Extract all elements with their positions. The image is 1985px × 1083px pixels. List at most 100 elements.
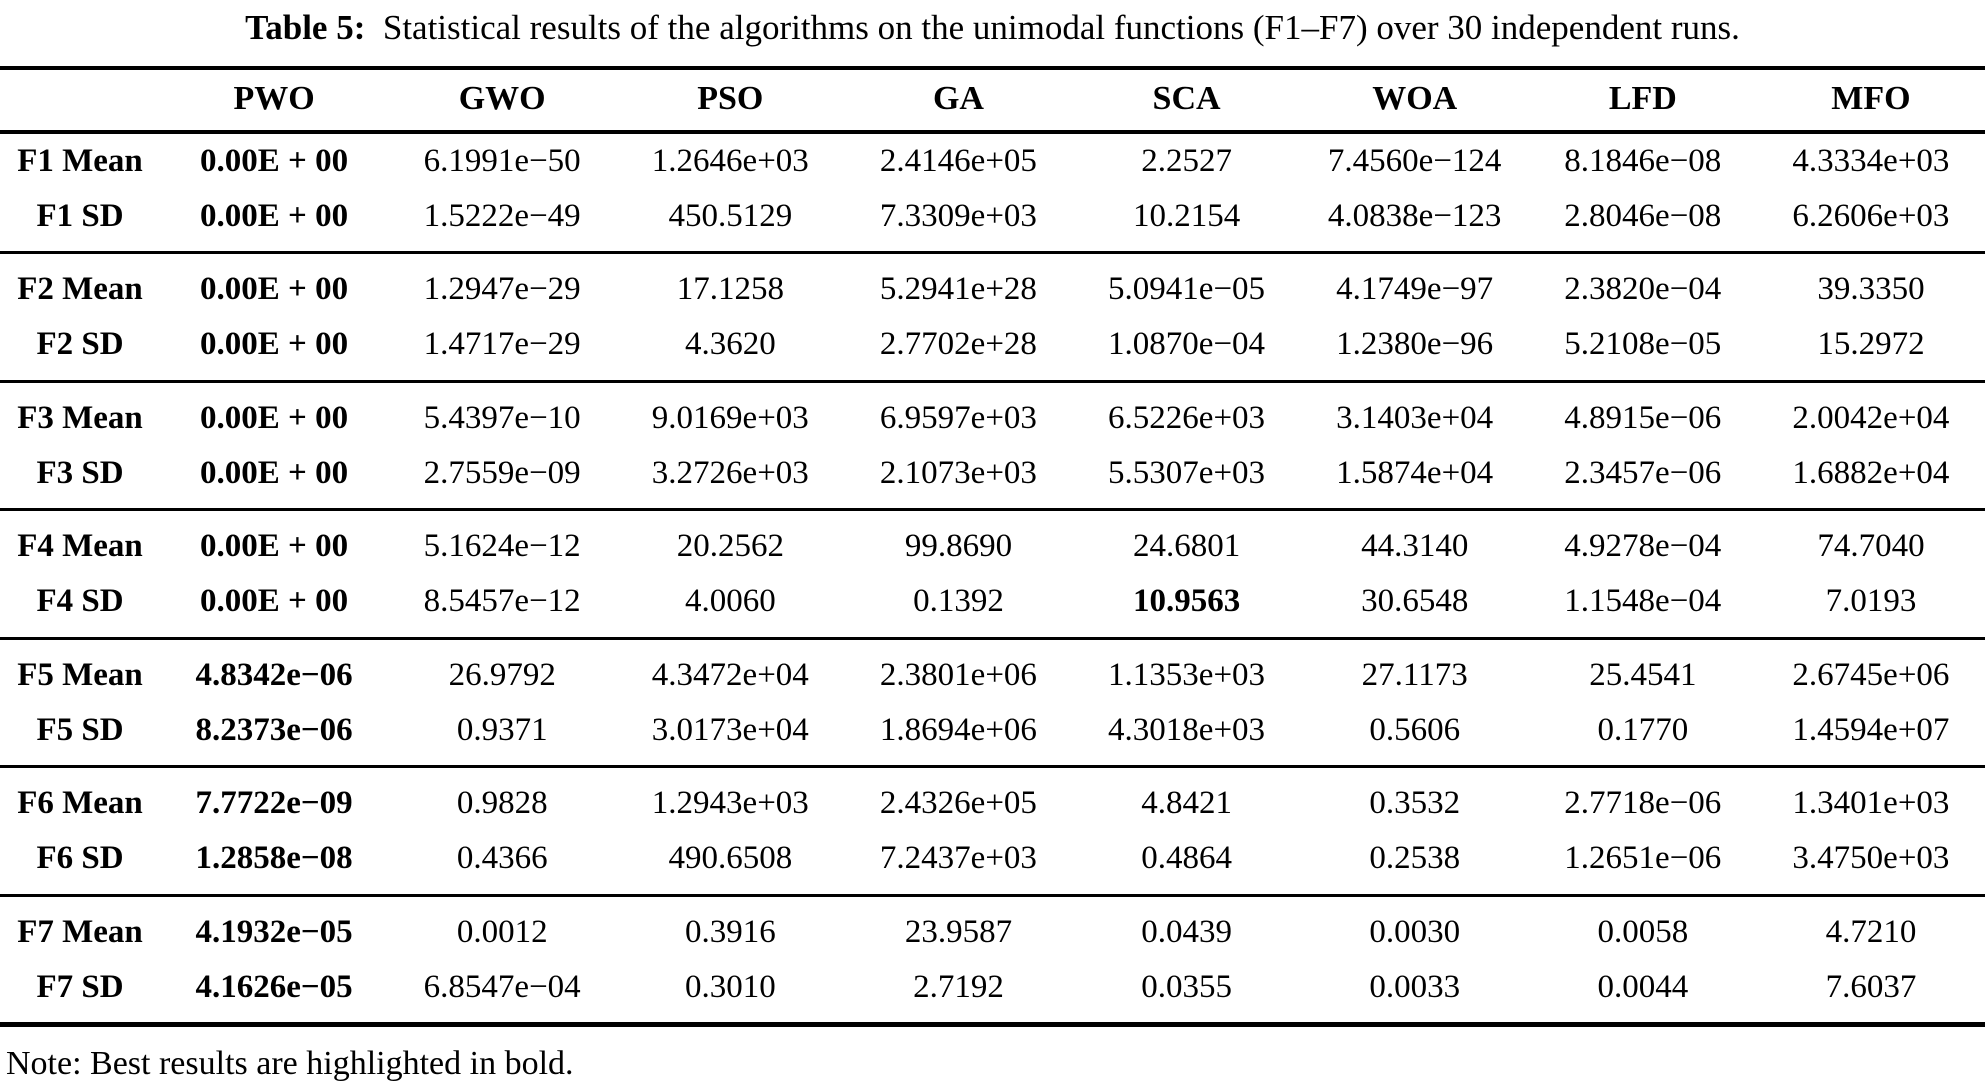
cell-pwo: 0.00E + 00 bbox=[160, 379, 389, 446]
row-label: F3 SD bbox=[36, 454, 124, 491]
cell-gwo: 0.9828 bbox=[388, 765, 617, 832]
cell-lfd: 1.1548e−04 bbox=[1564, 583, 1722, 620]
cell-pso: 450.5129 bbox=[668, 197, 793, 234]
cell-pso: 4.0060 bbox=[684, 583, 776, 620]
table-row: F4 SD 0.00E + 00 8.5457e−12 4.0060 0.139… bbox=[0, 574, 1985, 638]
cell-pso: 9.0169e+03 bbox=[616, 379, 845, 446]
cell-woa: 0.3532 bbox=[1300, 765, 1529, 832]
cell-pwo: 4.1932e−05 bbox=[160, 893, 389, 960]
cell-lfd: 0.0058 bbox=[1528, 893, 1757, 960]
cell-lfd: 2.3820e−04 bbox=[1528, 251, 1757, 318]
cell-woa: 7.4560e−124 bbox=[1327, 142, 1502, 179]
cell-ga: 0.1392 bbox=[913, 583, 1004, 620]
cell-ga: 6.9597e+03 bbox=[844, 379, 1073, 446]
cell-pso: 20.2562 bbox=[616, 508, 845, 575]
cell-ga: 2.4326e+05 bbox=[844, 765, 1073, 832]
cell-ga: 2.7192 bbox=[913, 968, 1004, 1005]
cell-ga: 1.8694e+06 bbox=[879, 711, 1037, 748]
cell-mfo: 4.7210 bbox=[1756, 893, 1985, 960]
table-caption-label: Table 5: bbox=[245, 8, 366, 47]
cell-pwo: 7.7722e−09 bbox=[160, 765, 389, 832]
cell-lfd: 0.1770 bbox=[1597, 711, 1689, 748]
table-row: F2 SD 0.00E + 00 1.4717e−29 4.3620 2.770… bbox=[0, 317, 1985, 381]
table-caption: Table 5: Statistical results of the algo… bbox=[0, 4, 1985, 66]
row-label: F5 SD bbox=[36, 711, 124, 748]
cell-pso: 1.2943e+03 bbox=[616, 765, 845, 832]
table-caption-text: Statistical results of the algorithms on… bbox=[382, 8, 1740, 47]
row-label: F6 Mean bbox=[0, 765, 160, 832]
cell-woa: 1.2380e−96 bbox=[1336, 326, 1494, 363]
row-label: F2 SD bbox=[36, 326, 124, 363]
results-table: PWO GWO PSO GA SCA WOA LFD MFO F1 Mean 0… bbox=[0, 65, 1985, 1028]
column-header-lfd: LFD bbox=[1528, 67, 1757, 134]
cell-woa: 1.5874e+04 bbox=[1336, 454, 1494, 491]
cell-lfd: 0.0044 bbox=[1597, 968, 1689, 1005]
cell-woa: 0.0030 bbox=[1300, 893, 1529, 960]
cell-lfd: 4.9278e−04 bbox=[1528, 508, 1757, 575]
cell-lfd: 25.4541 bbox=[1528, 636, 1757, 703]
cell-mfo: 1.4594e+07 bbox=[1792, 711, 1950, 748]
table-row: F5 SD 8.2373e−06 0.9371 3.0173e+04 1.869… bbox=[0, 703, 1985, 767]
cell-lfd: 5.2108e−05 bbox=[1564, 326, 1722, 363]
cell-sca: 0.4864 bbox=[1141, 840, 1232, 877]
row-label: F1 Mean bbox=[17, 142, 143, 179]
row-label: F7 SD bbox=[36, 968, 124, 1005]
cell-sca: 0.0439 bbox=[1072, 893, 1301, 960]
cell-woa: 0.5606 bbox=[1369, 711, 1461, 748]
cell-mfo: 1.6882e+04 bbox=[1792, 454, 1950, 491]
cell-gwo: 0.0012 bbox=[388, 893, 617, 960]
cell-sca: 5.0941e−05 bbox=[1072, 251, 1301, 318]
cell-woa: 27.1173 bbox=[1300, 636, 1529, 703]
column-header-mfo: MFO bbox=[1756, 67, 1985, 134]
cell-mfo: 74.7040 bbox=[1756, 508, 1985, 575]
cell-pso: 17.1258 bbox=[616, 251, 845, 318]
column-header-pwo: PWO bbox=[160, 67, 389, 134]
cell-mfo: 15.2972 bbox=[1817, 326, 1925, 363]
table-row: F3 Mean 0.00E + 00 5.4397e−10 9.0169e+03… bbox=[0, 379, 1985, 446]
cell-mfo: 2.6745e+06 bbox=[1756, 636, 1985, 703]
row-label: F2 Mean bbox=[0, 251, 160, 318]
cell-mfo: 4.3334e+03 bbox=[1792, 142, 1950, 179]
cell-gwo: 0.9371 bbox=[456, 711, 548, 748]
row-label: F3 Mean bbox=[0, 379, 160, 446]
cell-sca: 2.2527 bbox=[1141, 142, 1232, 179]
table-row: F3 SD 0.00E + 00 2.7559e−09 3.2726e+03 2… bbox=[0, 446, 1985, 510]
cell-ga: 7.3309e+03 bbox=[879, 197, 1037, 234]
table-row: F6 SD 1.2858e−08 0.4366 490.6508 7.2437e… bbox=[0, 831, 1985, 895]
cell-pso: 1.2646e+03 bbox=[651, 142, 809, 179]
cell-woa: 4.0838e−123 bbox=[1327, 197, 1502, 234]
cell-woa: 0.0033 bbox=[1369, 968, 1461, 1005]
cell-pso: 4.3620 bbox=[684, 326, 776, 363]
row-label: F4 Mean bbox=[0, 508, 160, 575]
cell-pwo: 4.8342e−06 bbox=[160, 636, 389, 703]
cell-sca: 6.5226e+03 bbox=[1072, 379, 1301, 446]
cell-sca: 1.1353e+03 bbox=[1072, 636, 1301, 703]
cell-ga: 23.9587 bbox=[844, 893, 1073, 960]
cell-woa: 44.3140 bbox=[1300, 508, 1529, 575]
row-label: F7 Mean bbox=[0, 893, 160, 960]
cell-gwo: 8.5457e−12 bbox=[423, 583, 581, 620]
cell-gwo: 6.8547e−04 bbox=[423, 968, 581, 1005]
cell-lfd: 1.2651e−06 bbox=[1564, 840, 1722, 877]
column-header-ga: GA bbox=[844, 67, 1073, 134]
cell-lfd: 4.8915e−06 bbox=[1528, 379, 1757, 446]
cell-ga: 5.2941e+28 bbox=[844, 251, 1073, 318]
cell-pwo: 0.00E + 00 bbox=[160, 508, 389, 575]
column-header-sca: SCA bbox=[1072, 67, 1301, 134]
table-header: PWO GWO PSO GA SCA WOA LFD MFO bbox=[0, 67, 1985, 134]
column-header-pso: PSO bbox=[616, 67, 845, 134]
cell-sca: 24.6801 bbox=[1072, 508, 1301, 575]
table-row: F4 Mean 0.00E + 00 5.1624e−12 20.2562 99… bbox=[0, 508, 1985, 575]
cell-ga: 2.7702e+28 bbox=[879, 326, 1037, 363]
cell-gwo: 6.1991e−50 bbox=[423, 142, 581, 179]
column-header-woa: WOA bbox=[1300, 67, 1529, 134]
table-row: F6 Mean 7.7722e−09 0.9828 1.2943e+03 2.4… bbox=[0, 765, 1985, 832]
cell-mfo: 2.0042e+04 bbox=[1756, 379, 1985, 446]
cell-mfo: 1.3401e+03 bbox=[1756, 765, 1985, 832]
cell-pso: 0.3916 bbox=[616, 893, 845, 960]
cell-mfo: 6.2606e+03 bbox=[1792, 197, 1950, 234]
row-label: F5 Mean bbox=[0, 636, 160, 703]
cell-sca: 5.5307e+03 bbox=[1108, 454, 1266, 491]
cell-sca: 10.2154 bbox=[1132, 197, 1241, 234]
